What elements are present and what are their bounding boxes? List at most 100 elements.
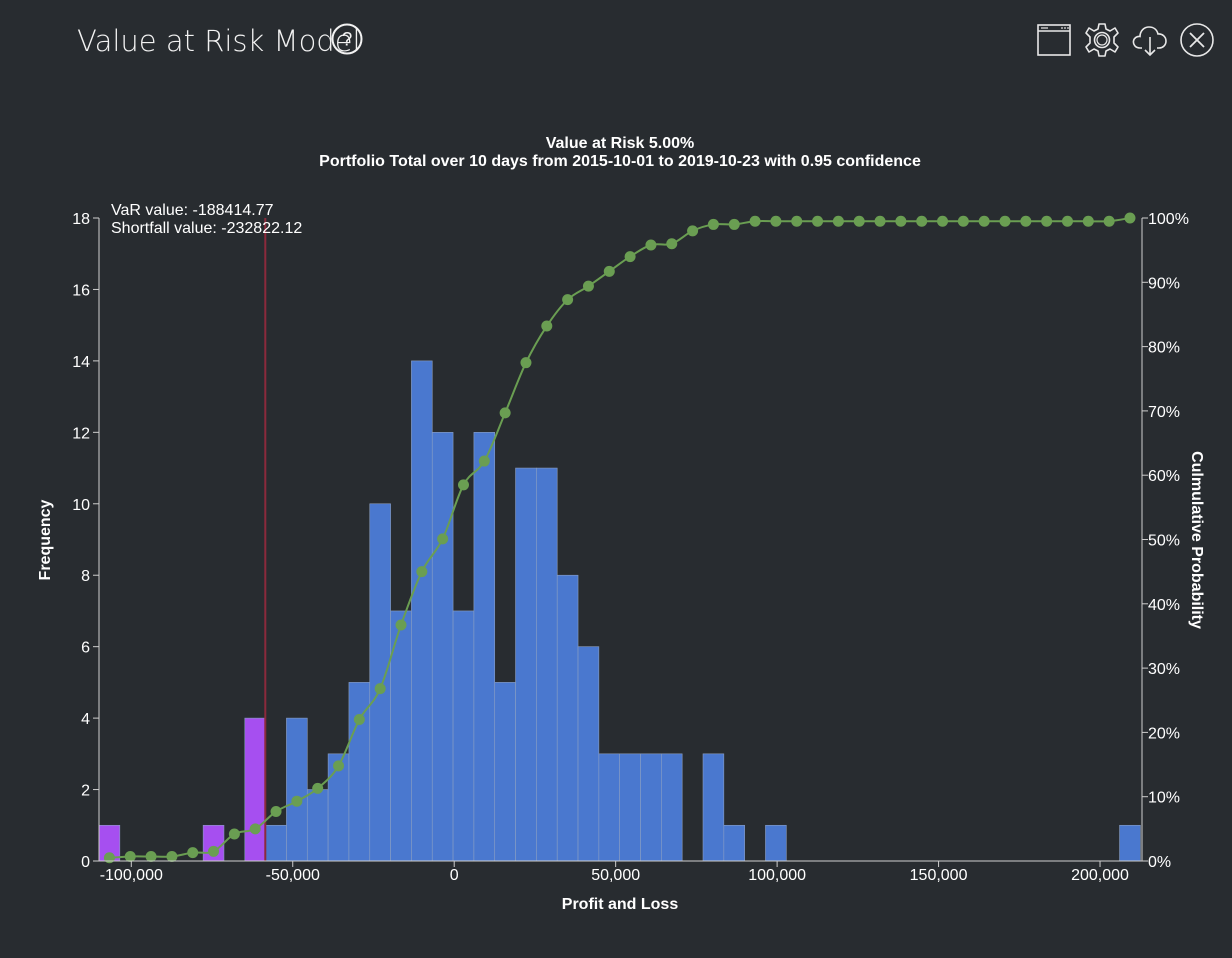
- cumulative-point: [978, 215, 990, 227]
- window-icon[interactable]: [1036, 22, 1072, 58]
- histogram-bar: [577, 646, 600, 862]
- cumulative-point: [812, 215, 824, 227]
- cumulative-point: [832, 215, 844, 227]
- cumulative-point: [353, 714, 365, 726]
- cumulative-point: [603, 265, 615, 277]
- y-tick-label: 10: [72, 497, 90, 514]
- cumulative-point: [416, 566, 428, 578]
- cumulative-point: [270, 805, 282, 817]
- cumulative-point: [770, 215, 782, 227]
- chart-subtitle: Portfolio Total over 10 days from 2015-1…: [319, 153, 921, 170]
- x-tick-label: 150,000: [910, 867, 968, 884]
- histogram-bar: [452, 610, 475, 862]
- y-tick-label: 16: [72, 282, 90, 299]
- cumulative-point: [457, 479, 469, 491]
- y2-tick-label: 10%: [1148, 790, 1180, 807]
- cumulative-point: [687, 225, 699, 237]
- histogram-bar: [244, 717, 266, 862]
- cumulative-point: [333, 760, 345, 772]
- x-tick-label: -100,000: [100, 867, 163, 884]
- histogram-bar: [286, 717, 308, 862]
- cumulative-point: [1124, 212, 1136, 224]
- cloud-download-icon[interactable]: [1132, 22, 1168, 58]
- help-icon[interactable]: ?: [331, 23, 363, 55]
- cumulative-point: [541, 320, 553, 332]
- y-tick-label: 0: [81, 854, 90, 871]
- y2-axis-label: Culmulative Probability: [1188, 451, 1205, 629]
- y-tick-label: 6: [81, 640, 90, 657]
- cumulative-point: [562, 294, 574, 306]
- histogram-bar: [619, 753, 641, 862]
- cumulative-point: [166, 850, 178, 862]
- cumulative-point: [666, 238, 678, 250]
- cumulative-point: [1103, 215, 1115, 227]
- cumulative-point: [228, 828, 240, 840]
- x-ticks: -100,000 -50,000 0 50,000 100,000 150,000 200,…: [100, 861, 1129, 884]
- cumulative-point: [291, 795, 303, 807]
- histogram-bar: [640, 753, 662, 862]
- shortfall-label: Shortfall value: -232822.12: [111, 220, 302, 237]
- y2-tick-label: 90%: [1148, 275, 1180, 292]
- cumulative-point: [124, 850, 136, 862]
- histogram-bar: [431, 432, 454, 862]
- cumulative-point: [999, 215, 1011, 227]
- cumulative-point: [499, 407, 511, 419]
- histogram-bar: [306, 789, 329, 862]
- var-label: VaR value: -188414.77: [111, 202, 274, 219]
- x-axis-label: Profit and Loss: [562, 896, 679, 913]
- y2-tick-label: 20%: [1148, 725, 1180, 742]
- cumulative-point: [103, 852, 115, 864]
- x-tick-label: 50,000: [591, 867, 640, 884]
- cumulative-point: [624, 251, 636, 263]
- cumulative-point: [582, 280, 594, 292]
- cumulative-point: [791, 215, 803, 227]
- cumulative-point: [1020, 215, 1032, 227]
- y-tick-label: 14: [72, 354, 90, 371]
- cumulative-point: [208, 845, 220, 857]
- cumulative-point: [520, 357, 532, 369]
- histogram-bar: [598, 753, 620, 862]
- histogram-bar: [411, 360, 433, 862]
- svg-text:?: ?: [342, 30, 353, 51]
- cumulative-points: [103, 212, 1136, 864]
- histogram-bar: [702, 753, 725, 862]
- y2-tick-label: 0%: [1148, 854, 1171, 871]
- histogram-bar: [494, 682, 516, 862]
- histogram-bar: [473, 432, 496, 862]
- cumulative-point: [1061, 215, 1073, 227]
- histogram-bar: [265, 824, 287, 862]
- x-tick-label: 100,000: [748, 867, 806, 884]
- cumulative-point: [478, 455, 490, 467]
- y2-tick-label: 40%: [1148, 597, 1180, 614]
- cumulative-point: [957, 215, 969, 227]
- cumulative-point: [395, 619, 407, 631]
- cumulative-point: [728, 218, 740, 230]
- y-tick-label: 2: [81, 783, 90, 800]
- x-tick-label: 200,000: [1071, 867, 1129, 884]
- histogram-bars: [98, 360, 1141, 862]
- y2-tick-label: 70%: [1148, 404, 1180, 421]
- cumulative-point: [707, 218, 719, 230]
- y-axis-label: Frequency: [37, 499, 54, 580]
- cumulative-point: [312, 782, 324, 794]
- y-tick-label: 12: [72, 425, 90, 442]
- y2-tick-label: 60%: [1148, 468, 1180, 485]
- histogram-bar: [1119, 824, 1141, 862]
- y2-tick-label: 80%: [1148, 340, 1180, 357]
- cumulative-point: [437, 533, 449, 545]
- y2-ticks: 0% 10% 20% 30% 40% 50% 60% 70% 80% 90% 100%: [1142, 211, 1189, 871]
- cumulative-point: [895, 215, 907, 227]
- cumulative-point: [874, 215, 886, 227]
- cumulative-point: [374, 683, 386, 695]
- y2-tick-label: 100%: [1148, 211, 1189, 228]
- settings-icon[interactable]: [1084, 22, 1120, 58]
- close-icon[interactable]: [1179, 22, 1215, 58]
- y-tick-label: 18: [72, 211, 90, 228]
- chart-title: Value at Risk 5.00%: [546, 135, 695, 152]
- cumulative-point: [187, 847, 199, 859]
- cumulative-point: [916, 215, 928, 227]
- histogram-bar: [556, 574, 579, 862]
- cumulative-point: [1082, 215, 1094, 227]
- cumulative-point: [249, 823, 261, 835]
